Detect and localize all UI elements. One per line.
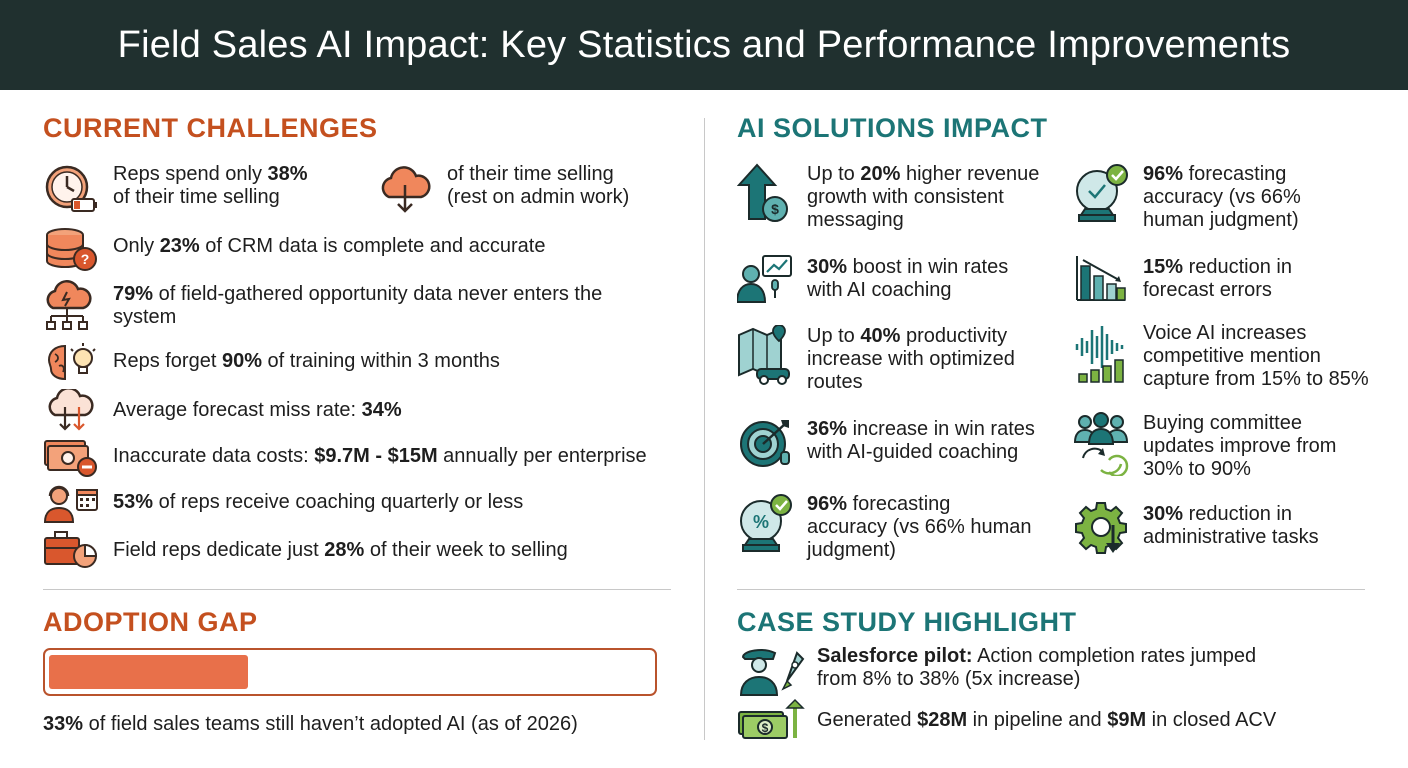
solution-item: 36% increase in win rates with AI-guided…	[737, 416, 1035, 472]
header-bar: Field Sales AI Impact: Key Statistics an…	[0, 0, 1408, 90]
crystal-ball-check-icon	[1076, 164, 1128, 222]
target-headset-icon	[740, 420, 790, 467]
solution-item: 30% reduction in administrative tasks	[1073, 499, 1319, 555]
left-section-divider	[43, 589, 671, 590]
voice-wave-icon	[1075, 326, 1124, 383]
challenge-item: 53% of reps receive coaching quarterly o…	[43, 482, 523, 524]
case-study-title: CASE STUDY HIGHLIGHT	[737, 607, 1077, 637]
adoption-progress-bar	[43, 648, 657, 696]
bar-chart-down-icon	[1076, 256, 1126, 301]
svg-text:%: %	[753, 512, 769, 532]
cloud-arrows-icon	[48, 389, 94, 431]
right-section-divider	[737, 589, 1365, 590]
solution-item: 15% reduction in forecast errors	[1073, 254, 1292, 304]
solutions-title: AI SOLUTIONS IMPACT	[737, 113, 1048, 143]
brain-lightbulb-icon	[47, 343, 96, 381]
solution-item: Buying committee updates improve from 30…	[1073, 412, 1336, 481]
money-arrow-icon: $	[738, 698, 805, 739]
svg-text:$: $	[762, 721, 769, 735]
money-minus-icon	[44, 440, 97, 477]
cloud-download-icon	[381, 166, 431, 213]
challenge-item: ? Only 23% of CRM data is complete and a…	[43, 227, 545, 273]
challenge-item: of their time selling (rest on admin wor…	[377, 163, 629, 215]
challenge-item: Average forecast miss rate: 34%	[43, 389, 402, 433]
adoption-title: ADOPTION GAP	[43, 607, 258, 637]
map-car-icon	[738, 325, 790, 385]
briefcase-pie-icon	[44, 531, 98, 568]
solution-item: 30% boost in win rates with AI coaching	[737, 254, 1008, 304]
arrow-up-dollar-icon: $	[737, 163, 788, 222]
case-study-item: $ Generated $28M in pipeline and $9M in …	[737, 698, 1276, 742]
solution-item: % 96% forecasting accuracy (vs 66% human…	[737, 493, 1032, 562]
clock-battery-icon	[45, 165, 97, 212]
solution-item: $ Up to 20% higher revenue growth with c…	[737, 163, 1039, 232]
page-title: Field Sales AI Impact: Key Statistics an…	[117, 24, 1291, 66]
cloud-network-icon	[46, 280, 92, 330]
crystal-ball-percent-icon: %	[740, 494, 792, 552]
challenge-item: Inaccurate data costs: $9.7M - $15M annu…	[43, 437, 647, 477]
headset-calendar-icon	[43, 485, 98, 523]
pilot-rocket-icon	[739, 649, 805, 696]
adoption-text: 33% of field sales teams still haven’t a…	[43, 713, 578, 735]
challenge-item: Reps spend only 38% of their time sellin…	[43, 163, 308, 215]
gear-down-icon	[1075, 502, 1127, 554]
team-refresh-icon	[1073, 412, 1129, 476]
adoption-progress-fill	[49, 655, 248, 689]
solution-item: Up to 40% productivity increase with opt…	[737, 325, 1015, 394]
challenge-item: Field reps dedicate just 28% of their we…	[43, 530, 568, 570]
database-question-icon: ?	[46, 228, 97, 271]
svg-text:?: ?	[81, 251, 90, 267]
challenge-item: Reps forget 90% of training within 3 mon…	[43, 340, 500, 384]
coach-chart-icon	[737, 255, 792, 303]
challenges-title: CURRENT CHALLENGES	[43, 113, 378, 143]
solution-item: 96% forecasting accuracy (vs 66% human j…	[1073, 163, 1301, 232]
challenge-item: 79% of field-gathered opportunity data n…	[43, 280, 602, 332]
svg-text:$: $	[771, 201, 779, 217]
column-divider	[704, 118, 705, 740]
solution-item: Voice AI increases competitive mention c…	[1073, 322, 1369, 391]
case-study-item: Salesforce pilot: Action completion rate…	[737, 645, 1256, 697]
